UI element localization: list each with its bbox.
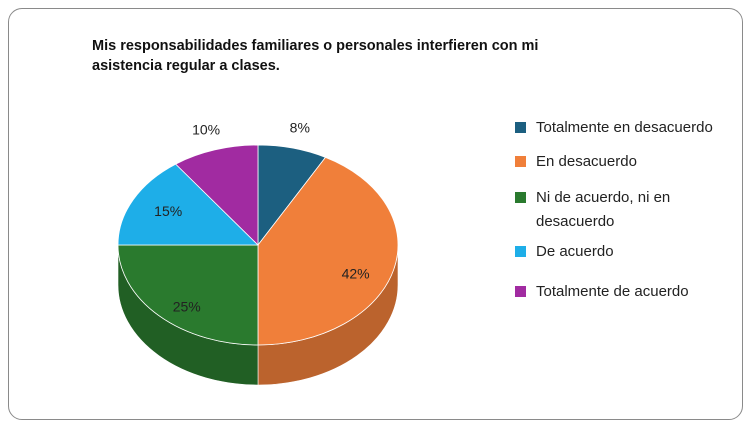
data-label: 15% [154,203,182,219]
chart-title: Mis responsabilidades familiares o perso… [92,38,539,74]
legend-label: Totalmente de acuerdo [536,283,689,300]
legend-item: Totalmente en desacuerdo [515,116,730,140]
legend-item: En desacuerdo [515,150,730,174]
pie-slice [175,144,259,246]
data-label: 25% [173,299,201,315]
legend-swatch [515,156,526,167]
data-label: 8% [290,119,310,135]
legend-swatch [515,246,526,257]
legend-swatch [515,122,526,133]
legend-item: Totalmente de acuerdo [515,280,730,304]
legend-item: De acuerdo [515,240,730,264]
legend-item: Ni de acuerdo, ni en desacuerdo [515,186,730,234]
legend: Totalmente en desacuerdo En desacuerdo Ni … [515,116,730,304]
legend-swatch [515,192,526,203]
pie-slice [117,244,259,346]
data-label: 10% [192,122,220,138]
legend-label: De acuerdo [536,243,614,260]
chart-frame [8,8,743,420]
data-label: 42% [342,266,370,282]
pie-slice [257,156,399,346]
pie-slice [117,163,259,246]
legend-label: Totalmente en desacuerdo [536,119,713,136]
legend-swatch [515,286,526,297]
legend-label: Ni de acuerdo, ni en desacuerdo [536,189,671,230]
legend-label: En desacuerdo [536,153,637,170]
